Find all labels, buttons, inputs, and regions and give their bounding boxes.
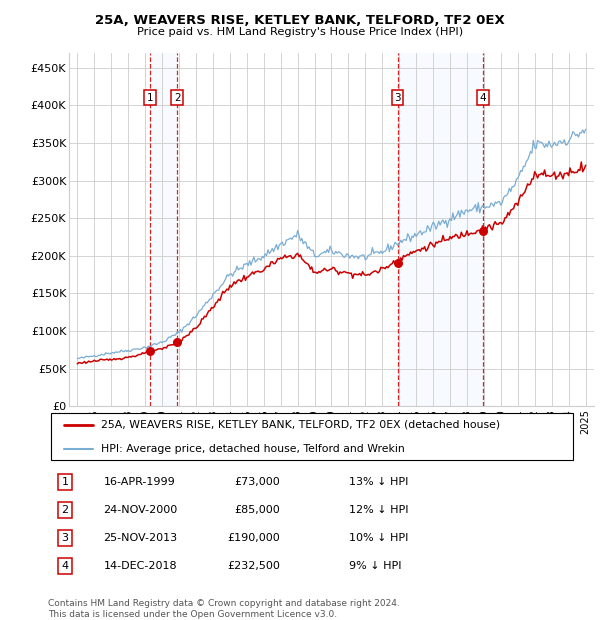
Text: 25A, WEAVERS RISE, KETLEY BANK, TELFORD, TF2 0EX (detached house): 25A, WEAVERS RISE, KETLEY BANK, TELFORD,… (101, 420, 500, 430)
Text: 25A, WEAVERS RISE, KETLEY BANK, TELFORD, TF2 0EX: 25A, WEAVERS RISE, KETLEY BANK, TELFORD,… (95, 14, 505, 27)
Text: 13% ↓ HPI: 13% ↓ HPI (349, 477, 409, 487)
Text: HPI: Average price, detached house, Telford and Wrekin: HPI: Average price, detached house, Telf… (101, 444, 404, 454)
FancyBboxPatch shape (50, 413, 574, 460)
Text: 2: 2 (61, 505, 68, 515)
Text: 4: 4 (61, 560, 68, 571)
Text: 3: 3 (394, 93, 401, 103)
Text: 16-APR-1999: 16-APR-1999 (103, 477, 175, 487)
Text: Contains HM Land Registry data © Crown copyright and database right 2024.
This d: Contains HM Land Registry data © Crown c… (48, 600, 400, 619)
Text: £190,000: £190,000 (227, 533, 280, 542)
Bar (398, 53, 483, 406)
Text: 24-NOV-2000: 24-NOV-2000 (103, 505, 178, 515)
Text: £232,500: £232,500 (227, 560, 280, 571)
Text: 3: 3 (61, 533, 68, 542)
Text: £85,000: £85,000 (235, 505, 280, 515)
Text: 10% ↓ HPI: 10% ↓ HPI (349, 533, 409, 542)
Text: 25-NOV-2013: 25-NOV-2013 (103, 533, 178, 542)
Text: 2: 2 (174, 93, 181, 103)
Text: 1: 1 (147, 93, 154, 103)
Text: 4: 4 (480, 93, 487, 103)
Text: £73,000: £73,000 (235, 477, 280, 487)
Text: 9% ↓ HPI: 9% ↓ HPI (349, 560, 401, 571)
Text: 1: 1 (61, 477, 68, 487)
Text: 14-DEC-2018: 14-DEC-2018 (103, 560, 177, 571)
Text: Price paid vs. HM Land Registry's House Price Index (HPI): Price paid vs. HM Land Registry's House … (137, 27, 463, 37)
Bar (150, 53, 178, 406)
Text: 12% ↓ HPI: 12% ↓ HPI (349, 505, 409, 515)
